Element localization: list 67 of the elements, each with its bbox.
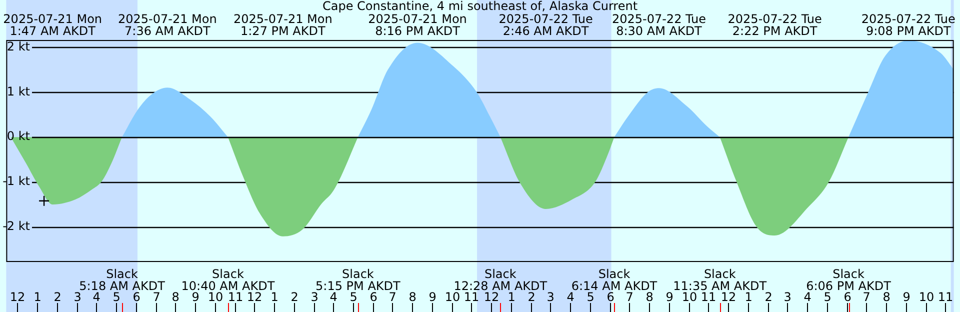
text: 2025-07-21 Mon 1:47 AM AKDT <box>3 12 102 38</box>
x-tick-label: 5 <box>586 290 594 304</box>
x-tick-label: 11 <box>938 290 954 304</box>
x-tick-label: 4 <box>566 290 574 304</box>
x-tick-label: 10 <box>682 290 698 304</box>
x-tick-label: 7 <box>388 290 396 304</box>
x-tick-label: 8 <box>408 290 416 304</box>
x-tick-label: 1 <box>34 290 42 304</box>
text: 2025-07-22 Tue 9:08 PM AKDT <box>861 12 956 38</box>
x-tick-label: 11 <box>228 290 244 304</box>
x-tick-label: 12 <box>720 290 736 304</box>
x-tick-label: 9 <box>192 290 200 304</box>
y-tick-label: 1 kt <box>6 84 30 98</box>
text: Slack 6:06 PM AKDT <box>806 267 892 293</box>
text: 2025-07-21 Mon 8:16 PM AKDT <box>368 12 467 38</box>
text: Slack 12:28 AM AKDT <box>454 267 548 293</box>
x-tick-label: 3 <box>784 290 792 304</box>
x-tick-label: 8 <box>882 290 890 304</box>
x-tick-label: 2 <box>54 290 62 304</box>
x-tick-label: 10 <box>208 290 224 304</box>
text: 2025-07-22 Tue 2:46 AM AKDT <box>498 12 593 38</box>
x-tick-label: 7 <box>862 290 870 304</box>
x-tick-label: 1 <box>744 290 752 304</box>
x-tick-label: 6 <box>132 290 140 304</box>
x-tick-label: 6 <box>606 290 614 304</box>
y-tick-label: 2 kt <box>6 39 30 54</box>
x-tick-label: 11 <box>464 290 480 304</box>
text: 2025-07-22 Tue 8:30 AM AKDT <box>612 12 706 38</box>
x-tick-label: 12 <box>246 290 262 304</box>
x-tick-label: 2 <box>290 290 298 304</box>
x-tick-label: 8 <box>646 290 654 304</box>
x-tick-label: 12 <box>10 290 26 304</box>
x-tick-label: 2 <box>528 290 536 304</box>
text: 2025-07-21 Mon 7:36 AM AKDT <box>118 12 217 38</box>
x-tick-label: 10 <box>444 290 460 304</box>
x-tick-label: 2 <box>764 290 772 304</box>
x-tick-label: 10 <box>918 290 934 304</box>
x-tick-label: 7 <box>626 290 634 304</box>
x-tick-label: 4 <box>92 290 100 304</box>
x-tick-label: 1 <box>270 290 278 304</box>
text: 2025-07-21 Mon 1:27 PM AKDT <box>233 12 332 38</box>
x-tick-label: 6 <box>844 290 852 304</box>
y-tick-label: 0 kt <box>6 129 30 144</box>
text: Slack 11:35 AM AKDT <box>673 267 768 293</box>
text: Slack 5:15 PM AKDT <box>316 267 401 293</box>
text: Slack 10:40 AM AKDT <box>181 267 276 293</box>
x-tick-label: 6 <box>370 290 378 304</box>
x-tick-label: 1 <box>508 290 516 304</box>
x-tick-label: 7 <box>152 290 160 304</box>
x-tick-label: 12 <box>484 290 500 304</box>
x-tick-label: 5 <box>350 290 358 304</box>
x-tick-label: 9 <box>666 290 674 304</box>
text: Slack 6:14 AM AKDT <box>571 267 658 293</box>
x-tick-label: 11 <box>700 290 716 304</box>
x-tick-label: 3 <box>310 290 318 304</box>
x-tick-label: 5 <box>824 290 832 304</box>
text: 2025-07-22 Tue 2:22 PM AKDT <box>728 12 822 38</box>
x-tick-label: 3 <box>74 290 82 304</box>
x-tick-label: 9 <box>428 290 436 304</box>
chart-title: Cape Constantine, 4 mi southeast of, Alaska Current <box>322 0 638 14</box>
x-tick-label: 4 <box>330 290 338 304</box>
x-tick-label: 3 <box>546 290 554 304</box>
x-tick-label: 8 <box>172 290 180 304</box>
x-tick-label: 9 <box>902 290 910 304</box>
text: Slack 5:18 AM AKDT <box>79 267 166 293</box>
x-tick-label: 4 <box>804 290 812 304</box>
x-tick-label: 5 <box>112 290 120 304</box>
